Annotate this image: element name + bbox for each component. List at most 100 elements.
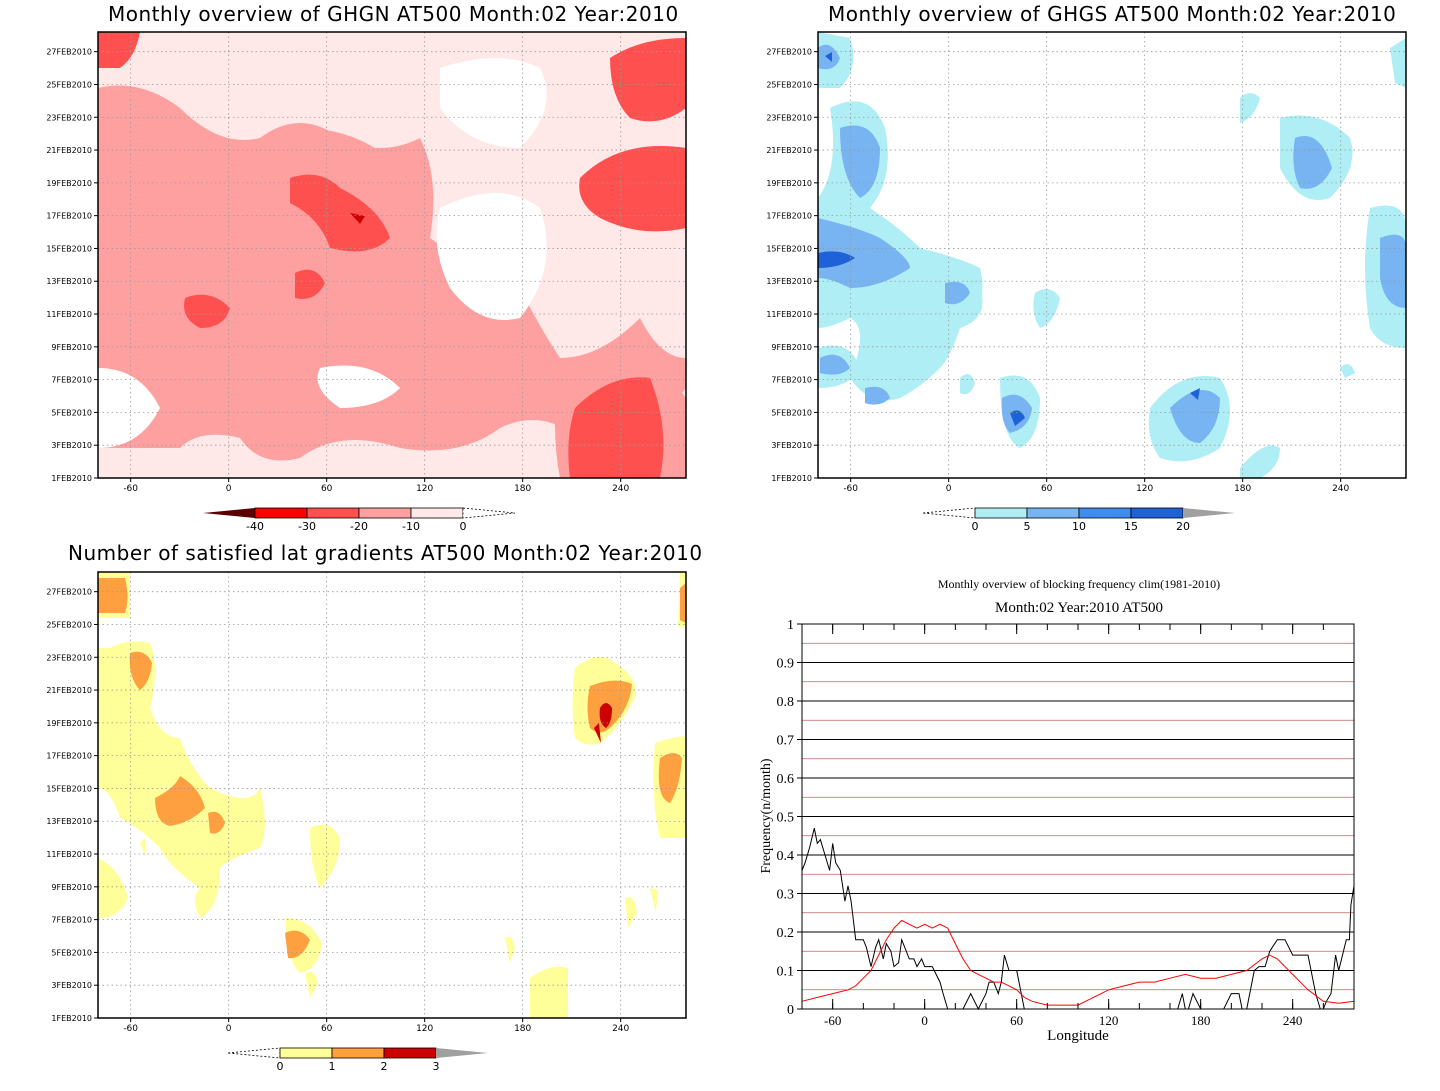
x-tick-label: 60 [321, 1024, 333, 1034]
panel3-title: Number of satisfied lat gradients AT500 … [68, 541, 703, 565]
y-tick-label: 11FEB2010 [46, 310, 92, 319]
y-tick-label: 11FEB2010 [46, 850, 92, 859]
y-tick-label: 17FEB2010 [46, 752, 92, 761]
y-tick-label: 21FEB2010 [46, 686, 92, 695]
x-tick-label: 60 [321, 484, 333, 494]
colorbar-extend-low [203, 508, 255, 518]
y-tick-label: 1 [787, 618, 794, 633]
y-tick-label: 5FEB2010 [771, 408, 812, 417]
y-tick-label: 17FEB2010 [46, 212, 92, 221]
y-tick-label: 13FEB2010 [766, 277, 812, 286]
line-chart-grid [802, 642, 1354, 991]
y-tick-label: 11FEB2010 [766, 310, 812, 319]
y-tick-label: 0.8 [777, 695, 795, 710]
y-tick-label: 5FEB2010 [51, 408, 92, 417]
ghgn-frame [97, 31, 687, 479]
y-tick-label: 1FEB2010 [771, 474, 812, 483]
series-line-red [801, 919, 1355, 1006]
x-tick-label: 180 [1191, 1013, 1211, 1028]
colorbar-label: 20 [1176, 520, 1190, 533]
ghgs-field [818, 32, 1406, 478]
colorbar-label: -30 [298, 520, 316, 533]
y-tick-label: 21FEB2010 [766, 146, 812, 155]
y-tick-label: 13FEB2010 [46, 817, 92, 826]
y-tick-label: 25FEB2010 [46, 620, 92, 629]
colorbar-label: 2 [381, 1060, 388, 1073]
y-tick-label: 0.6 [777, 772, 795, 787]
colorbar-segment [1026, 507, 1080, 519]
line-chart-title: Monthly overview of blocking frequency c… [938, 577, 1220, 591]
colorbar-label: -40 [246, 520, 264, 533]
x-tick-label: 0 [226, 484, 232, 494]
y-tick-label: 0.5 [777, 811, 795, 826]
y-tick-label: 23FEB2010 [766, 113, 812, 122]
x-tick-label: 240 [1283, 1013, 1303, 1028]
y-tick-label: 1FEB2010 [51, 474, 92, 483]
x-tick-label: 120 [1099, 1013, 1119, 1028]
colorbar-segment [358, 507, 412, 519]
colorbar-label: 15 [1124, 520, 1138, 533]
y-tick-label: 0.2 [777, 926, 795, 941]
y-tick-label: 19FEB2010 [766, 179, 812, 188]
line-chart-xlabel: Longitude [1047, 1028, 1109, 1044]
y-tick-label: 21FEB2010 [46, 146, 92, 155]
colorbar-segment [974, 507, 1028, 519]
colorbar-label: 1 [329, 1060, 336, 1073]
x-tick-label: 0 [226, 1024, 232, 1034]
y-tick-label: 3FEB2010 [51, 981, 92, 990]
colorbar-segment [279, 1047, 333, 1059]
ghgn-colorbar: -40 -30 -20 -10 0 [203, 507, 516, 533]
x-tick-label: 240 [1332, 484, 1349, 494]
ghgn-field [98, 32, 686, 478]
ghgs-axes: -60 0 60 120 180 240 1FEB2010 3FEB2010 5FEB2010 7… [766, 48, 1349, 494]
x-tick-label: 0 [921, 1013, 928, 1028]
x-tick-label: -60 [123, 484, 138, 494]
colorbar-extend-low [227, 1047, 281, 1059]
y-tick-label: 23FEB2010 [46, 113, 92, 122]
colorbar-label: -10 [402, 520, 420, 533]
colorbar-label: 3 [433, 1060, 440, 1073]
x-tick-label: 120 [1136, 484, 1153, 494]
x-tick-label: -60 [123, 1024, 138, 1034]
colorbar-segment [331, 1047, 385, 1059]
latgrad-colorbar: 0 1 2 3 [227, 1047, 488, 1073]
colorbar-segment [410, 507, 464, 519]
x-tick-label: 240 [612, 484, 629, 494]
y-tick-label: 0.4 [777, 849, 795, 864]
blocking-frequency-chart: Monthly overview of blocking frequency c… [759, 577, 1355, 1044]
colorbar-segment [254, 507, 308, 519]
colorbar-segment [1130, 507, 1184, 519]
y-tick-label: 15FEB2010 [766, 244, 812, 253]
x-tick-label: 0 [946, 484, 952, 494]
y-tick-label: 0 [787, 1003, 794, 1018]
latgrad-frame [97, 571, 687, 1019]
y-tick-label: 7FEB2010 [51, 376, 92, 385]
x-tick-label: 180 [1234, 484, 1251, 494]
ghgn-map: -60 0 60 120 180 240 1FEB2010 3FEB2010 5FEB2010 7… [46, 31, 687, 533]
y-tick-label: 17FEB2010 [766, 212, 812, 221]
x-tick-label: 180 [514, 1024, 531, 1034]
latgrad-map: -60 0 60 120 180 2401FEB20103FEB20105FEB20107… [46, 571, 687, 1073]
line-chart-subtitle: Month:02 Year:2010 AT500 [995, 600, 1163, 616]
y-tick-label: 25FEB2010 [766, 80, 812, 89]
y-tick-label: 19FEB2010 [46, 179, 92, 188]
x-tick-label: 240 [612, 1024, 629, 1034]
colorbar-label: 5 [1024, 520, 1031, 533]
y-tick-label: 13FEB2010 [46, 277, 92, 286]
y-tick-label: 1FEB2010 [51, 1014, 92, 1023]
colorbar-segment [383, 1047, 437, 1059]
y-tick-label: 3FEB2010 [771, 441, 812, 450]
panel1-title: Monthly overview of GHGN AT500 Month:02 … [108, 2, 679, 26]
y-tick-label: 7FEB2010 [51, 916, 92, 925]
x-tick-label: 120 [416, 484, 433, 494]
y-tick-label: 3FEB2010 [51, 441, 92, 450]
colorbar-extend-low [922, 507, 976, 519]
y-tick-label: 27FEB2010 [46, 48, 92, 57]
y-tick-label: 25FEB2010 [46, 80, 92, 89]
colorbar-label: 0 [460, 520, 467, 533]
y-tick-label: 9FEB2010 [51, 343, 92, 352]
x-tick-label: 60 [1041, 484, 1053, 494]
colorbar-segment [1078, 507, 1132, 519]
ghgs-frame [817, 31, 1407, 479]
ghgs-map: -60 0 60 120 180 240 1FEB2010 3FEB2010 5FEB2010 7… [766, 31, 1407, 533]
